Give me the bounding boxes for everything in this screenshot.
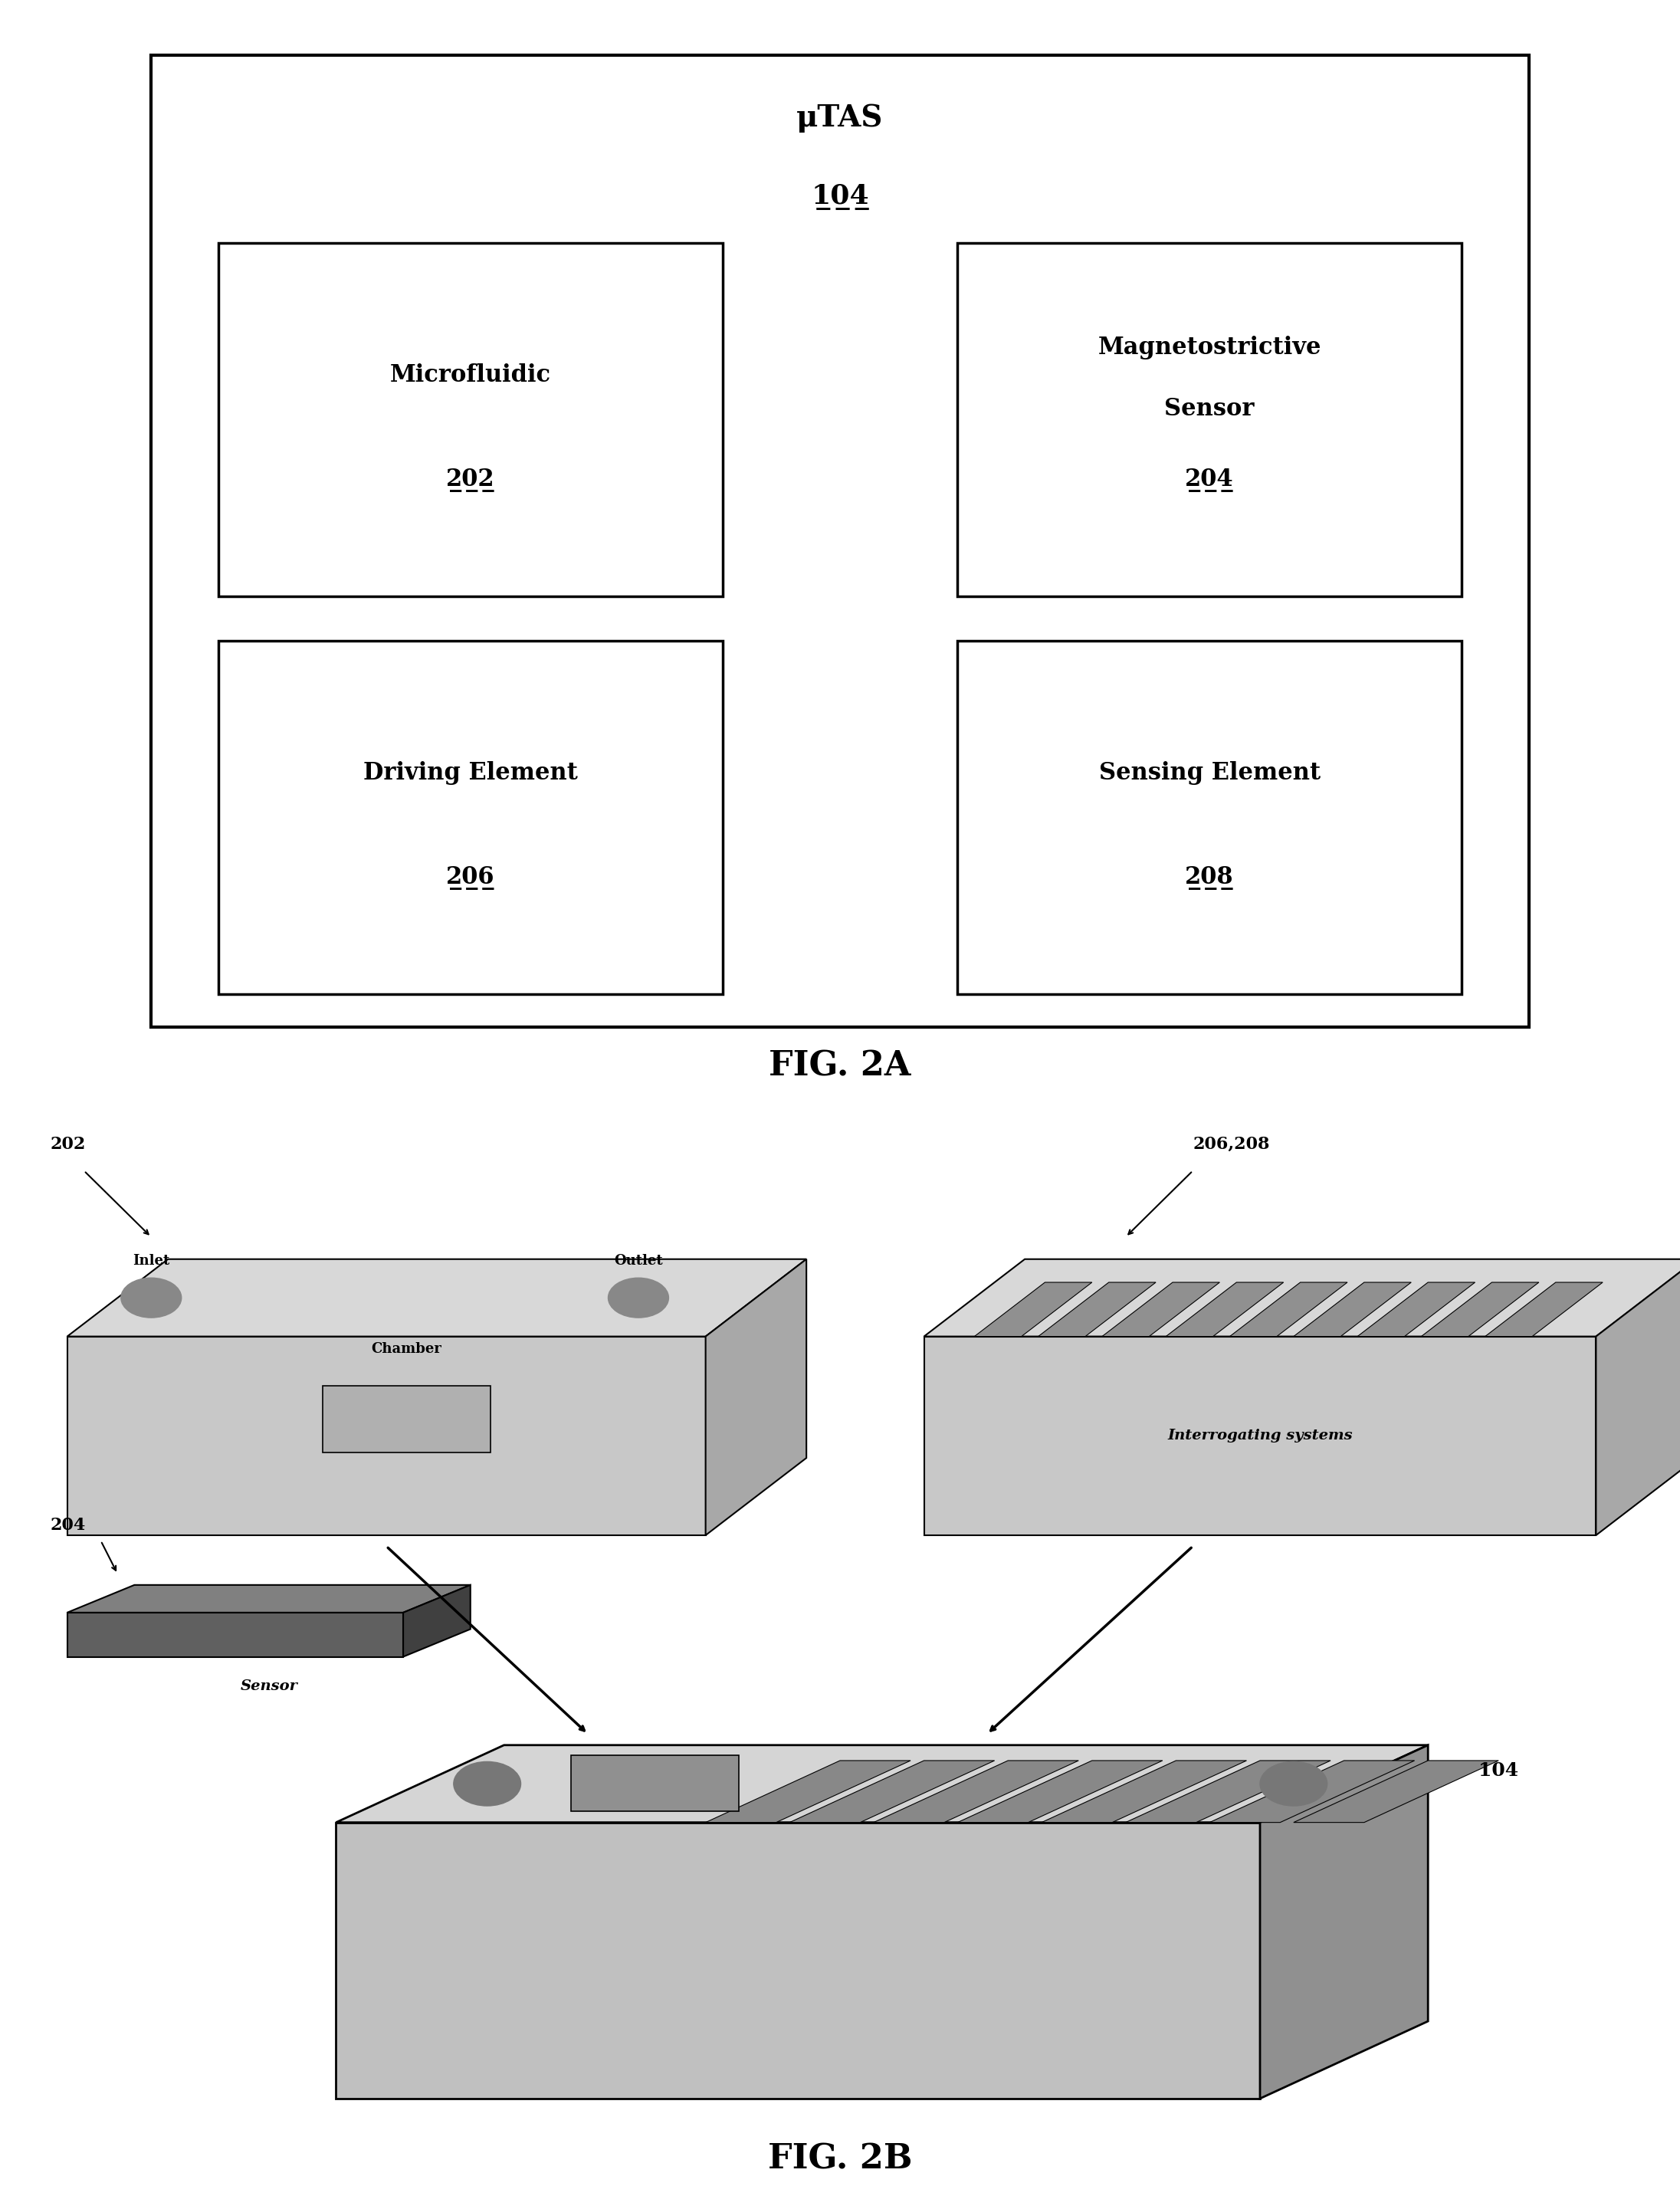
Text: μTAS: μTAS — [796, 104, 884, 133]
Polygon shape — [1485, 1281, 1603, 1336]
Polygon shape — [67, 1336, 706, 1535]
Polygon shape — [1210, 1761, 1415, 1822]
Text: 2̲0̲6̲: 2̲0̲6̲ — [447, 866, 494, 890]
Polygon shape — [706, 1761, 911, 1822]
Text: FIG. 2A: FIG. 2A — [769, 1049, 911, 1082]
Text: 1̲0̲4̲: 1̲0̲4̲ — [811, 183, 869, 210]
Text: Sensing Element: Sensing Element — [1099, 762, 1320, 784]
Text: 104: 104 — [1478, 1761, 1519, 1780]
Text: 2̲0̲2̲: 2̲0̲2̲ — [445, 468, 496, 493]
Circle shape — [121, 1277, 181, 1317]
Polygon shape — [1294, 1761, 1499, 1822]
Text: Interrogating systems: Interrogating systems — [1168, 1429, 1352, 1442]
Polygon shape — [1294, 1281, 1411, 1336]
Bar — [958, 243, 1462, 596]
Polygon shape — [706, 1259, 806, 1535]
Text: FIG. 2B: FIG. 2B — [768, 2143, 912, 2176]
Polygon shape — [67, 1613, 403, 1657]
Bar — [958, 641, 1462, 994]
Bar — [571, 1756, 739, 1811]
Circle shape — [1260, 1763, 1327, 1807]
Text: 206,208: 206,208 — [1193, 1135, 1270, 1153]
Polygon shape — [403, 1586, 470, 1657]
Circle shape — [454, 1763, 521, 1807]
Polygon shape — [1596, 1259, 1680, 1535]
Polygon shape — [1042, 1761, 1247, 1822]
Polygon shape — [1230, 1281, 1347, 1336]
Text: Sensor: Sensor — [1164, 398, 1255, 420]
Text: Outlet: Outlet — [613, 1255, 664, 1268]
Polygon shape — [67, 1259, 806, 1336]
Polygon shape — [336, 1822, 1260, 2099]
Polygon shape — [1421, 1281, 1539, 1336]
Text: Chamber: Chamber — [371, 1343, 442, 1356]
Text: 202: 202 — [50, 1135, 86, 1153]
Bar — [323, 1387, 491, 1454]
Polygon shape — [1102, 1281, 1220, 1336]
Bar — [151, 55, 1529, 1027]
Polygon shape — [974, 1281, 1092, 1336]
Polygon shape — [336, 1745, 1428, 1822]
Text: Sensor: Sensor — [240, 1679, 297, 1692]
Text: Microfluidics: Microfluidics — [323, 1427, 450, 1445]
Text: Driving Element: Driving Element — [363, 762, 578, 784]
Bar — [218, 243, 722, 596]
Polygon shape — [1038, 1281, 1156, 1336]
Polygon shape — [874, 1761, 1079, 1822]
Polygon shape — [1126, 1761, 1331, 1822]
Text: Inlet: Inlet — [133, 1255, 170, 1268]
Bar — [218, 641, 722, 994]
Polygon shape — [1357, 1281, 1475, 1336]
Polygon shape — [924, 1259, 1680, 1336]
Text: 2̲0̲8̲: 2̲0̲8̲ — [1184, 866, 1235, 890]
Circle shape — [608, 1277, 669, 1317]
Polygon shape — [67, 1586, 470, 1613]
Polygon shape — [1166, 1281, 1284, 1336]
Polygon shape — [1260, 1745, 1428, 2099]
Polygon shape — [924, 1336, 1596, 1535]
Text: 204: 204 — [50, 1518, 86, 1533]
Text: Magnetostrictive: Magnetostrictive — [1099, 336, 1320, 360]
Text: Microfluidic: Microfluidic — [390, 364, 551, 387]
Text: 2̲0̲4̲: 2̲0̲4̲ — [1184, 468, 1235, 493]
Polygon shape — [958, 1761, 1163, 1822]
Polygon shape — [790, 1761, 995, 1822]
